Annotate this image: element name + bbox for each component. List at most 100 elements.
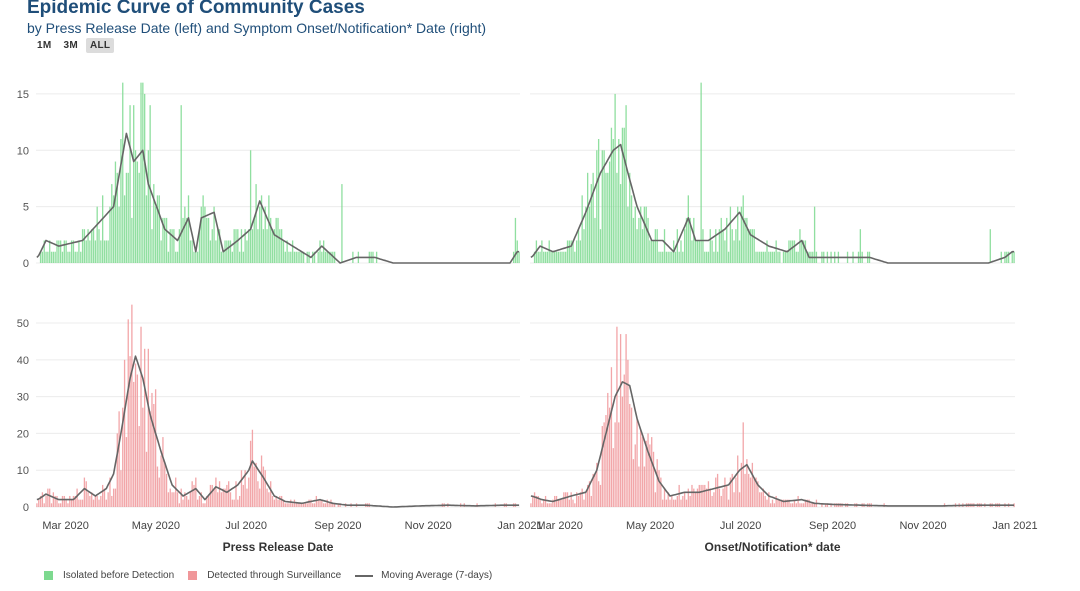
y-tick-label: 0 (23, 258, 29, 270)
legend-line-moving-average (355, 574, 374, 577)
bar (103, 488, 106, 507)
bar (788, 499, 790, 507)
bar (616, 172, 618, 263)
bar (215, 477, 217, 507)
bar (757, 251, 759, 263)
bar (308, 251, 310, 263)
bar (169, 488, 171, 507)
bar (702, 229, 704, 263)
range-button-all[interactable]: ALL (86, 38, 115, 53)
bar (118, 411, 120, 507)
bar (92, 499, 95, 507)
moving-average-line (36, 355, 520, 508)
bar (597, 481, 600, 507)
bar (59, 503, 62, 507)
bar (178, 229, 181, 263)
bar (603, 422, 605, 507)
bar (246, 488, 248, 507)
bar (65, 499, 67, 507)
bar (50, 251, 53, 263)
range-button-3m[interactable]: 3M (59, 38, 82, 53)
bar (273, 499, 276, 507)
bar (339, 503, 341, 507)
bar (72, 240, 75, 263)
bar (144, 93, 146, 263)
bar (570, 492, 572, 507)
bar (41, 492, 44, 507)
bar (660, 477, 662, 507)
y-tick-label: 15 (17, 89, 29, 101)
bar (634, 206, 636, 263)
bar (612, 448, 614, 507)
bar (238, 251, 241, 263)
bar (315, 495, 318, 507)
bar (665, 251, 668, 263)
bar (713, 492, 715, 507)
bar (614, 422, 616, 507)
epidemic-curve-chart: 0 5 10 15 0 10 20 30 40 50 Mar 2020 May 2020 Jul 202… (17, 82, 1038, 554)
bar (658, 251, 660, 263)
y-tick-label: 50 (17, 318, 29, 330)
bar (559, 499, 561, 507)
bar (592, 473, 594, 507)
bar (120, 139, 122, 263)
bar (306, 503, 308, 507)
bar (259, 488, 261, 507)
bar (49, 240, 51, 263)
bar (218, 481, 221, 507)
bar (539, 499, 541, 507)
bar (548, 240, 550, 263)
bar (127, 172, 129, 263)
bar (740, 462, 743, 507)
x-tick-label: Jul 2020 (225, 520, 267, 532)
bar (286, 503, 288, 507)
bar (555, 251, 558, 263)
bar (689, 495, 691, 507)
bar (801, 503, 803, 507)
bar (574, 251, 576, 263)
bar (543, 499, 545, 507)
bar (565, 251, 567, 263)
bar (337, 503, 339, 507)
bar (813, 206, 816, 263)
bar (621, 127, 624, 264)
bar (271, 229, 274, 263)
bar (557, 499, 560, 507)
bar (100, 495, 102, 507)
range-button-1m[interactable]: 1M (33, 38, 56, 53)
bar (215, 240, 217, 263)
bar (213, 488, 215, 507)
bar (220, 251, 223, 263)
bar (54, 495, 56, 507)
legend-item-moving-average[interactable]: Moving Average (7-days) (355, 570, 492, 581)
bar (186, 495, 188, 507)
bar (625, 334, 627, 507)
y-tick-label: 20 (17, 428, 29, 440)
bar (129, 356, 131, 507)
bar (722, 229, 724, 263)
bar (738, 240, 741, 263)
bar (91, 229, 93, 263)
bar (195, 251, 197, 263)
bar (610, 127, 613, 264)
bar (801, 240, 803, 263)
bar (191, 481, 193, 507)
bar (770, 503, 772, 507)
bar (186, 217, 188, 263)
x-tick-label: Mar 2020 (536, 520, 582, 532)
bar (244, 470, 246, 507)
bar (619, 184, 622, 263)
bar (85, 481, 87, 507)
bar (91, 492, 93, 507)
bar (257, 229, 259, 263)
bar (328, 251, 330, 263)
legend-item-isolated[interactable]: Isolated before Detection (44, 570, 174, 581)
legend-item-surveillance[interactable]: Detected through Surveillance (188, 570, 341, 581)
bar (196, 499, 199, 507)
bar (89, 240, 91, 263)
bar (226, 240, 228, 263)
bar (164, 462, 166, 507)
bar (566, 240, 569, 263)
bar (156, 466, 159, 507)
bar (224, 240, 226, 263)
